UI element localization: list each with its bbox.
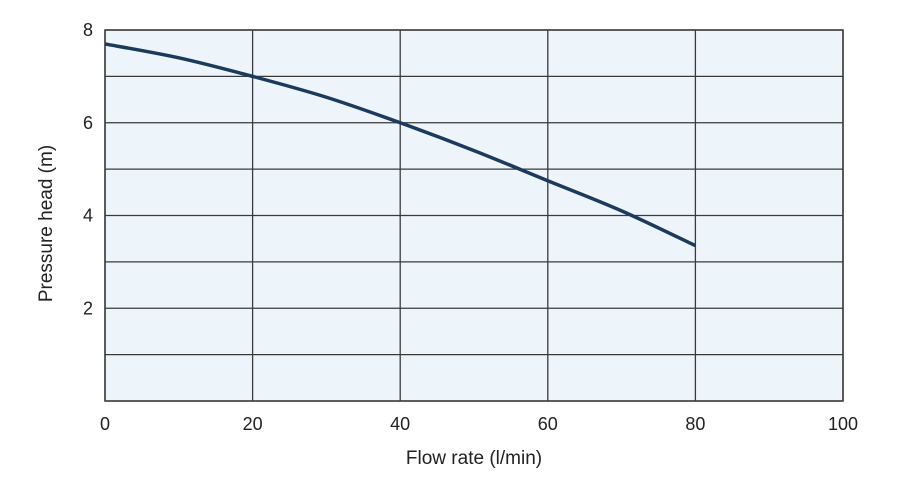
y-tick-label: 6 xyxy=(83,113,93,133)
series-layer xyxy=(104,42,697,248)
series-line xyxy=(104,42,697,248)
x-tick-label: 80 xyxy=(685,414,705,434)
y-axis-ticks: 2 4 6 8 xyxy=(83,20,93,318)
y-tick-label: 2 xyxy=(83,298,93,318)
x-tick-label: 60 xyxy=(538,414,558,434)
grid xyxy=(104,29,844,402)
x-tick-label: 40 xyxy=(390,414,410,434)
x-axis-ticks: 0 20 40 60 80 100 xyxy=(100,414,858,434)
y-tick-label: 8 xyxy=(83,20,93,40)
y-axis-label: Pressure head (m) xyxy=(36,145,57,302)
x-tick-label: 0 xyxy=(100,414,110,434)
x-axis-label: Flow rate (l/min) xyxy=(406,448,542,469)
x-tick-label: 100 xyxy=(828,414,858,434)
plot-frame xyxy=(104,29,844,402)
x-tick-label: 20 xyxy=(243,414,263,434)
y-tick-label: 4 xyxy=(83,206,93,226)
